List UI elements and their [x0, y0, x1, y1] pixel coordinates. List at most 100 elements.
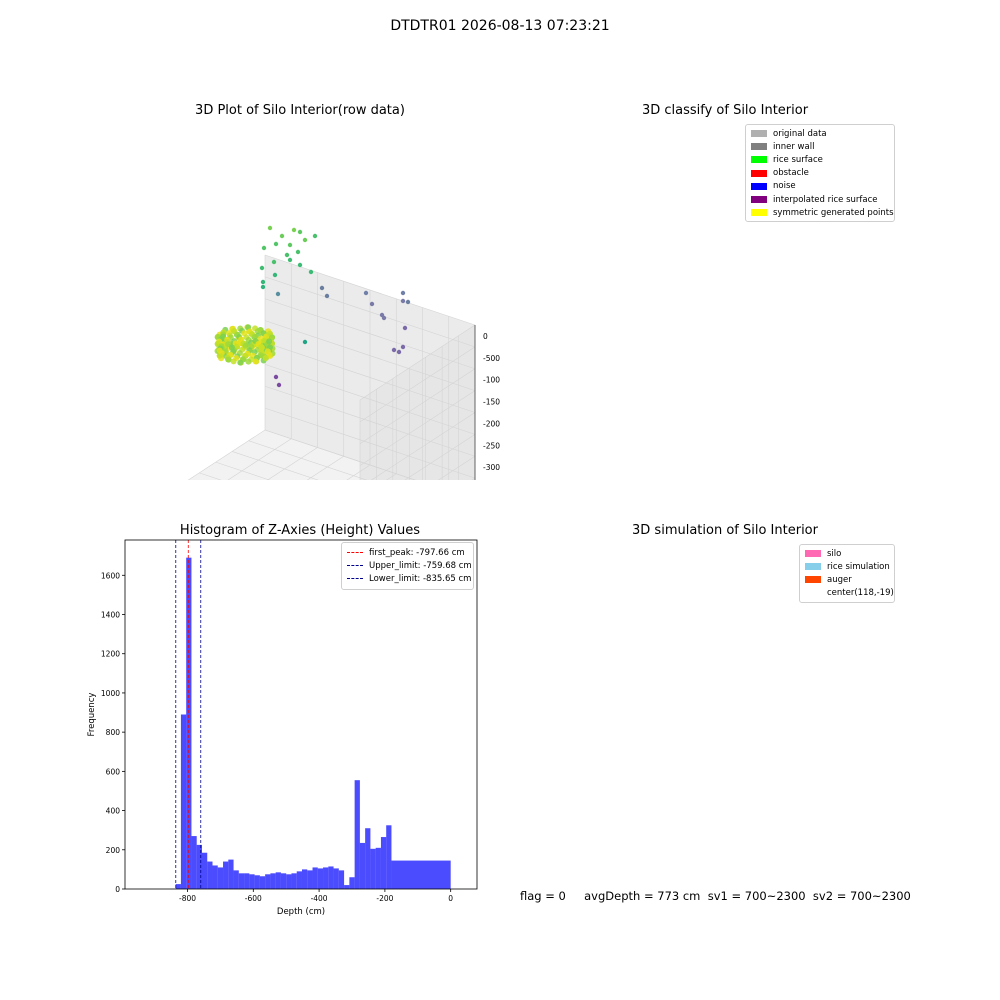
data-point: [225, 356, 232, 363]
legend-swatch: [805, 550, 821, 558]
legend-label: auger: [827, 574, 852, 585]
grid-line: [438, 455, 476, 480]
raw-3d-plot: -5000500100015002000250030003500-3000-20…: [187, 225, 500, 480]
data-point: [261, 245, 267, 251]
legend-item: center(118,-19): [805, 587, 894, 600]
tick-label: -2500: [483, 441, 500, 450]
data-point: [297, 229, 303, 235]
legend-label: interpolated rice surface: [773, 194, 878, 205]
data-point: [297, 262, 303, 268]
tick-label: -1500: [483, 398, 500, 407]
legend-swatch: [751, 209, 767, 217]
data-point: [279, 233, 285, 239]
legend-swatch: [751, 169, 767, 177]
data-point: [262, 354, 269, 361]
histogram-bar: [244, 873, 250, 889]
data-point: [319, 285, 325, 291]
grid-line: [264, 429, 416, 480]
histogram-bar: [317, 868, 324, 889]
data-point: [400, 344, 406, 350]
histogram-chart: -800 -600 -400 -200 0 0 200 400 600 800 1000 1200 14…: [87, 539, 478, 917]
tick-label: 1000: [101, 689, 120, 698]
tick-label: 400: [106, 807, 121, 816]
legend-label: center(118,-19): [827, 588, 894, 599]
legend-swatch: [751, 130, 767, 138]
data-point: [266, 338, 273, 345]
data-point: [295, 249, 301, 255]
data-point: [369, 301, 375, 307]
grid-line: [264, 385, 476, 457]
data-point: [216, 347, 223, 354]
side-pane: [360, 325, 475, 480]
histogram-bar: [280, 873, 287, 889]
data-point: [400, 298, 406, 304]
x-axis-label: Depth (cm): [277, 907, 325, 917]
data-point: [252, 358, 259, 365]
data-point: [363, 290, 369, 296]
legend-line-red: [347, 552, 363, 554]
data-point: [272, 272, 278, 278]
data-point: [260, 279, 266, 285]
plot-frame: [124, 539, 478, 890]
grid-line: [264, 407, 476, 479]
data-point: [258, 343, 265, 350]
grid-line: [232, 451, 319, 480]
status-footer: flag = 0 avgDepth = 773 cm sv1 = 700~230…: [520, 889, 911, 903]
tick-label: -200: [376, 894, 393, 903]
histogram-bar: [386, 825, 392, 889]
classify-plot-title: 3D classify of Silo Interior: [641, 103, 809, 118]
figure-title: DTDTR01 2026-08-13 07:23:21: [390, 18, 610, 34]
data-point: [324, 293, 330, 299]
data-point: [402, 325, 408, 331]
grid-line: [346, 464, 371, 480]
data-point: [237, 359, 244, 366]
histogram-bar: [291, 873, 297, 889]
legend-swatch: [751, 156, 767, 164]
histogram-bar: [286, 874, 292, 889]
legend-label: symmetric generated points: [773, 207, 894, 218]
histogram-bar: [207, 861, 213, 889]
histogram-bar: [301, 869, 308, 889]
grid-line: [370, 412, 476, 480]
data-point: [216, 352, 223, 359]
tick-label: 800: [106, 728, 121, 737]
data-point: [381, 315, 387, 321]
data-point: [276, 382, 282, 388]
histogram-bar: [380, 837, 387, 889]
data-point: [400, 290, 406, 296]
histogram-bar: [296, 871, 302, 889]
grid-line: [248, 440, 368, 480]
grid-line: [187, 429, 266, 480]
histogram-bar: [254, 875, 260, 889]
histogram-bar: [249, 874, 255, 889]
data-point: [391, 347, 397, 353]
data-point: [228, 344, 235, 351]
tick-label: 0: [115, 885, 120, 894]
tick-label: -800: [179, 894, 196, 903]
data-point: [259, 265, 265, 271]
data-point: [230, 358, 237, 365]
tick-label: 0: [483, 332, 488, 341]
grid-line: [264, 364, 476, 435]
histogram-bar: [223, 861, 229, 889]
histogram-bar: [201, 852, 208, 889]
histogram-bar: [212, 865, 218, 889]
histogram-bar: [196, 844, 202, 889]
data-point: [271, 259, 277, 265]
data-point: [291, 227, 297, 233]
legend-label: noise: [773, 181, 796, 192]
legend-item: symmetric generated points: [751, 206, 894, 219]
data-point: [275, 291, 281, 297]
raw-point-cloud: [214, 225, 411, 388]
legend-item: Lower_limit: -835.65 cm: [347, 572, 471, 585]
histogram-bar: [175, 884, 181, 889]
legend-label: original data: [773, 128, 827, 139]
histogram-bar: [365, 828, 371, 889]
legend-item: silo: [805, 547, 889, 560]
tick-label: -1000: [483, 376, 500, 385]
legend-item: first_peak: -797.66 cm: [347, 546, 468, 559]
histogram-bar: [344, 885, 350, 889]
simulation-legend: silo rice simulation auger center(118,-1…: [799, 544, 895, 603]
histogram-bar: [323, 867, 329, 889]
data-point: [273, 241, 279, 247]
